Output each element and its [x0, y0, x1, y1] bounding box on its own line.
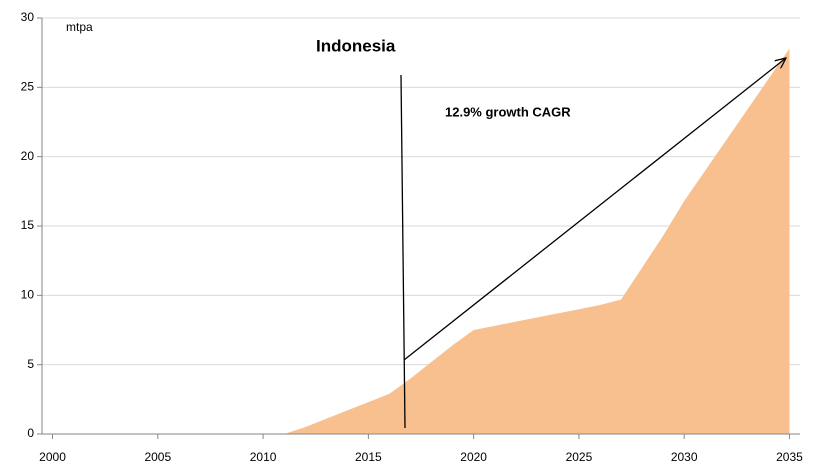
growth-arrow	[403, 58, 786, 361]
chart-title: Indonesia	[316, 36, 396, 55]
x-tick-label: 2010	[250, 450, 277, 464]
y-tick-label: 15	[21, 218, 35, 232]
y-tick-label: 25	[21, 80, 35, 94]
grid	[42, 17, 800, 435]
x-tick-label: 2015	[355, 450, 382, 464]
x-tick-label: 2005	[144, 450, 171, 464]
x-tick-label: 2020	[460, 450, 487, 464]
marker-line	[400, 74, 406, 429]
x-tick-label: 2000	[39, 450, 66, 464]
y-tick-label: 5	[27, 357, 34, 371]
y-tick-label: 20	[21, 149, 35, 163]
y-tick-label: 10	[21, 288, 35, 302]
annotation: 12.9% growth CAGR	[445, 104, 571, 119]
x-tick-label: 2025	[566, 450, 593, 464]
x-tick-label: 2030	[671, 450, 698, 464]
area-layer	[284, 48, 790, 435]
x-tick-label: 2035	[776, 450, 803, 464]
area	[284, 48, 790, 435]
y-tick-label: 30	[21, 10, 35, 24]
y-unit: mtpa	[66, 20, 93, 34]
y-tick-label: 0	[27, 426, 34, 440]
